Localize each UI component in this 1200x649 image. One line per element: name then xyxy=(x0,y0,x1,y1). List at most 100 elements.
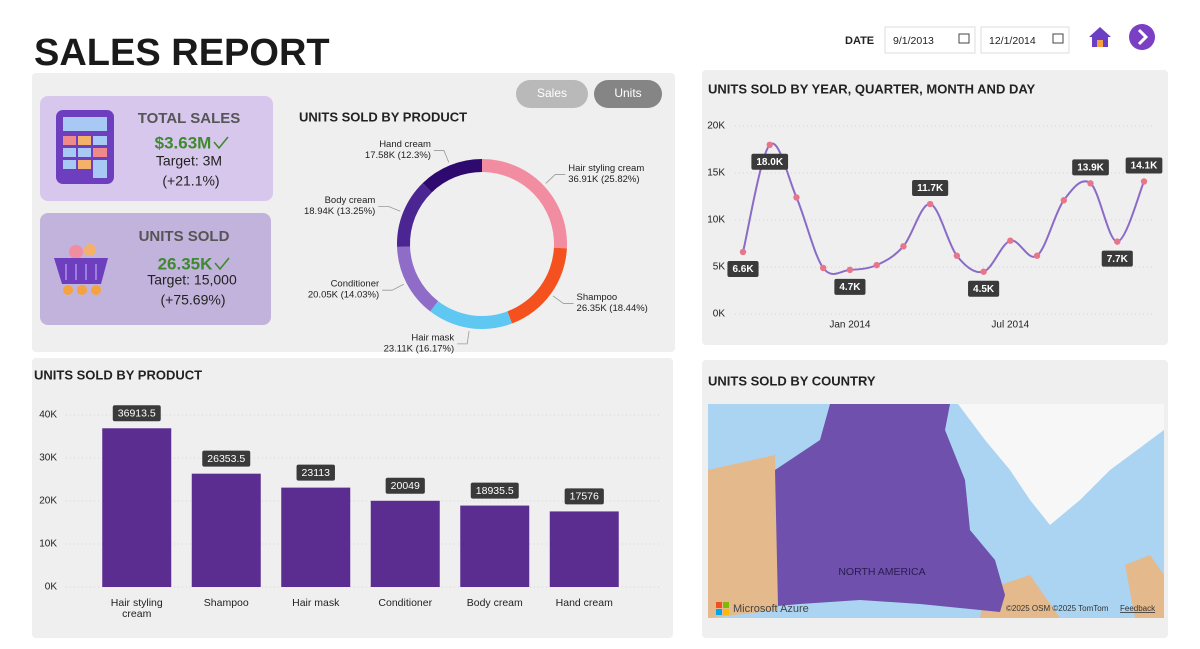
y-tick-label: 0K xyxy=(45,582,58,593)
y-tick-label: 20K xyxy=(39,496,57,507)
basket-lines xyxy=(65,264,97,280)
calc-key xyxy=(63,160,76,169)
calc-key xyxy=(78,160,91,169)
calc-key xyxy=(93,160,107,178)
slice-label: Hair styling cream xyxy=(568,163,644,174)
slice-label: Hair mask xyxy=(411,332,454,343)
data-label-box xyxy=(1101,250,1133,267)
end-date: 12/1/2014 xyxy=(989,35,1036,47)
slice-value-label: 20.05K (14.03%) xyxy=(308,290,379,301)
land xyxy=(708,455,778,618)
kpi-title: UNITS SOLD xyxy=(139,228,230,245)
calc-key xyxy=(78,136,91,145)
slice-value-label: 36.91K (25.82%) xyxy=(568,174,639,185)
y-tick-label: 5K xyxy=(713,262,726,273)
greenland xyxy=(958,404,1164,525)
data-label: 14.1K xyxy=(1131,161,1158,172)
data-label: 23113 xyxy=(302,467,331,479)
report-title: SALES REPORT xyxy=(34,32,330,74)
data-label-box xyxy=(834,278,866,295)
kpi-value: $3.63M xyxy=(155,133,212,152)
line-marker xyxy=(1060,197,1068,204)
basket-body xyxy=(54,258,108,284)
bar xyxy=(281,487,351,587)
kpi-change: (+75.69%) xyxy=(161,292,226,308)
land xyxy=(1125,555,1164,618)
data-label: 18935.5 xyxy=(476,485,514,497)
basket-item xyxy=(69,245,83,259)
line-marker xyxy=(793,194,800,201)
y-tick-label: 10K xyxy=(707,215,725,226)
donut-slice xyxy=(430,301,512,329)
y-tick-label: 15K xyxy=(707,168,725,179)
chart-title: UNITS SOLD BY PRODUCT xyxy=(299,109,467,124)
end-date-input[interactable]: 12/1/2014 xyxy=(980,26,1070,54)
region-label: NORTH AMERICA xyxy=(838,566,925,578)
start-date-input[interactable]: 9/1/2013 xyxy=(884,26,976,54)
kpi-title: TOTAL SALES xyxy=(138,110,241,127)
logo-square xyxy=(716,609,722,615)
y-tick-label: 30K xyxy=(39,453,57,464)
data-label: 13.9K xyxy=(1077,162,1104,173)
donut-slice xyxy=(482,159,567,249)
slice-label: Body cream xyxy=(325,195,376,206)
data-label-box xyxy=(296,464,335,481)
toggle-bg xyxy=(594,80,662,108)
slice-value-label: 26.35K (18.44%) xyxy=(577,303,648,314)
y-tick-label: 10K xyxy=(39,539,57,550)
data-label-box xyxy=(385,477,425,494)
check-icon xyxy=(213,136,229,150)
data-label-box xyxy=(564,488,604,505)
highlighted-region xyxy=(775,404,1005,612)
line-marker xyxy=(1140,178,1148,185)
calc-key xyxy=(63,136,76,145)
home-button[interactable] xyxy=(1089,27,1111,47)
start-date: 9/1/2013 xyxy=(893,35,934,47)
wheel xyxy=(63,285,73,295)
slice-label: Hand cream xyxy=(379,139,431,150)
bar xyxy=(102,428,172,587)
data-label: 36913.5 xyxy=(118,408,156,420)
leader-line xyxy=(382,283,404,291)
donut-slice xyxy=(397,183,432,247)
leader-line xyxy=(552,295,574,304)
calc-key xyxy=(63,148,76,157)
next-button[interactable] xyxy=(1129,24,1155,50)
calendar-icon xyxy=(958,33,970,44)
x-tick-label: Jul 2014 xyxy=(991,320,1029,331)
data-label-box xyxy=(1125,157,1163,174)
data-label-box xyxy=(202,450,251,467)
map-attribution: ©2025 OSM ©2025 TomTom xyxy=(1006,604,1109,613)
kpi-change: (+21.1%) xyxy=(162,173,219,189)
kpi-card xyxy=(40,213,271,325)
calendar-icon xyxy=(1052,33,1064,44)
line-marker xyxy=(953,252,961,259)
units-toggle[interactable]: Units xyxy=(594,80,662,108)
data-label: 6.6K xyxy=(732,264,754,275)
data-label-box xyxy=(1072,159,1109,176)
donut-slice xyxy=(422,159,482,193)
sales-toggle[interactable]: Sales xyxy=(516,80,588,108)
date-box xyxy=(980,26,1070,54)
line-marker xyxy=(1114,238,1121,245)
data-label-box xyxy=(727,260,759,277)
logo-square xyxy=(723,602,729,608)
bar xyxy=(460,505,530,587)
toggle-label: Units xyxy=(614,86,641,100)
map[interactable]: NORTH AMERICA Microsoft Azure ©2025 OSM … xyxy=(708,404,1164,618)
calc-key xyxy=(78,148,91,157)
data-label: 17576 xyxy=(570,491,599,503)
next-arrow xyxy=(1137,28,1149,46)
data-label: 7.7K xyxy=(1107,254,1129,265)
data-label: 4.7K xyxy=(839,282,861,293)
data-label: 4.5K xyxy=(973,284,995,295)
bar xyxy=(549,511,619,587)
data-label: 11.7K xyxy=(917,183,944,194)
home-icon xyxy=(1089,27,1111,47)
data-label: 26353.5 xyxy=(207,453,245,465)
map-feedback[interactable]: Feedback xyxy=(1120,604,1156,613)
slice-label: Shampoo xyxy=(577,292,618,303)
check-icon xyxy=(214,257,230,271)
y-tick-label: 0K xyxy=(713,309,726,320)
